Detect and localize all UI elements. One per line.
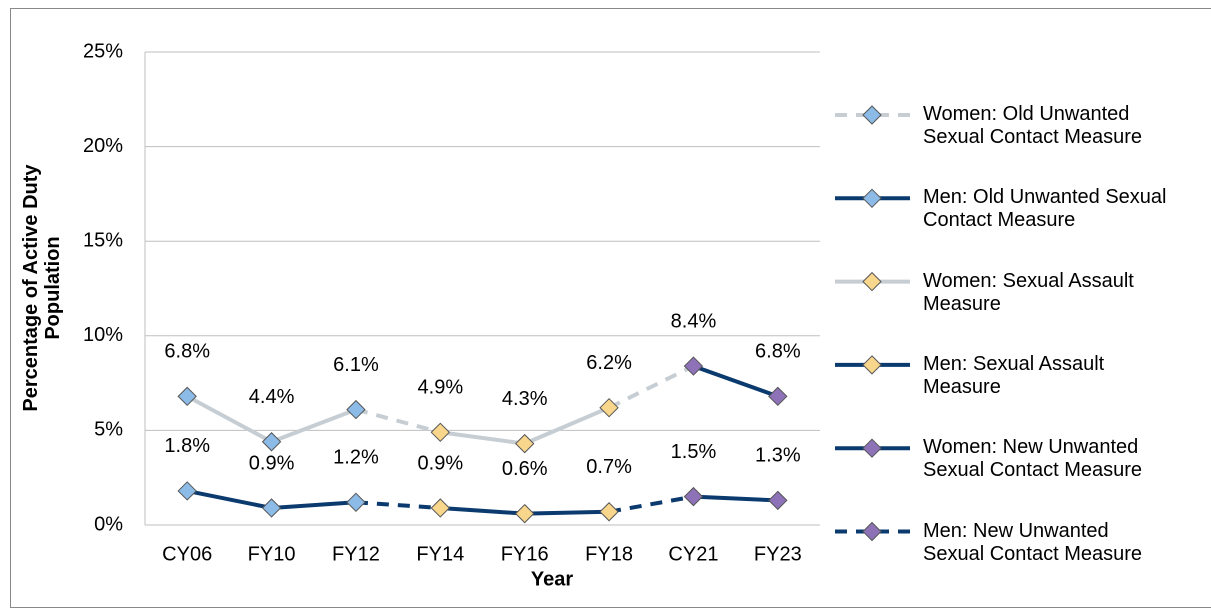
chart: Year 0% 5% 10% 15% 20% 25% CY06 FY10 FY12 FY14 FY1… [83, 40, 910, 590]
data-label: 1.5% [671, 441, 717, 463]
marker [862, 438, 882, 458]
marker [862, 521, 882, 542]
x-tick-label: FY23 [754, 543, 802, 565]
x-tick-label: CY06 [162, 543, 212, 565]
y-tick-label: 25% [83, 40, 123, 62]
data-label: 0.6% [502, 458, 548, 480]
marker [862, 188, 882, 209]
data-label: 1.8% [164, 435, 210, 457]
y-tick-label: 0% [94, 513, 123, 535]
marker [177, 481, 197, 501]
marker [768, 490, 788, 511]
data-label: 6.8% [755, 341, 801, 363]
series: 6.8% 4.4% 6.1% [164, 341, 379, 452]
y-axis-title: Percentage of Active Duty Population [20, 164, 64, 412]
data-label: 6.8% [164, 341, 210, 363]
data-label: 4.4% [249, 386, 295, 408]
marker [346, 399, 366, 420]
connector [355, 407, 441, 435]
series-line [693, 494, 778, 503]
marker [768, 386, 788, 407]
marker [599, 397, 619, 418]
marker [862, 271, 882, 292]
legend-label: Women: New Unwanted Sexual Contact Measu… [923, 436, 1143, 482]
connector [608, 364, 695, 410]
x-tick-label: CY21 [668, 543, 718, 565]
data-label: 1.2% [333, 447, 379, 469]
marker [862, 355, 882, 375]
marker [430, 498, 451, 518]
y-tick-label: 15% [83, 229, 123, 251]
x-axis-title: Year [531, 568, 573, 590]
data-label: 0.7% [586, 456, 632, 478]
y-tick-label: 20% [83, 135, 123, 157]
marker [430, 422, 451, 442]
x-tick-label: FY12 [332, 543, 380, 565]
y-tick-label: 5% [94, 419, 123, 441]
marker [261, 498, 282, 518]
marker [514, 503, 535, 524]
series: 8.4% 6.8% [671, 310, 801, 407]
marker [862, 105, 882, 125]
marker [599, 502, 619, 522]
marker [346, 492, 366, 513]
connector [355, 500, 441, 510]
connector [608, 494, 694, 514]
legend-label: Women: Sexual Assault Measure [923, 269, 1134, 315]
series: 4.9% 4.3% 6.2% [418, 352, 632, 454]
marker [683, 486, 704, 507]
x-tick-label: FY16 [501, 543, 549, 565]
marker [683, 356, 704, 376]
data-label: 4.3% [502, 388, 548, 410]
marker [514, 433, 535, 454]
x-tick-label: FY14 [416, 543, 464, 565]
legend-label: Men: New Unwanted Sexual Contact Measure [923, 519, 1143, 565]
data-label: 1.3% [755, 445, 801, 467]
data-label: 6.1% [333, 354, 379, 376]
legend-label: Men: Old Unwanted Sexual Contact Measure [923, 186, 1167, 232]
marker [261, 432, 282, 452]
marker [177, 386, 197, 407]
series: 0.9% 0.6% 0.7% [418, 452, 632, 524]
legend-label: Women: Old Unwanted Sexual Contact Measu… [923, 103, 1143, 148]
series: 1.5% 1.3% [671, 441, 801, 511]
x-tick-label: FY18 [585, 543, 633, 565]
y-tick-label: 10% [83, 324, 123, 346]
legend-label: Men: Sexual Assault Measure [923, 352, 1105, 398]
series-line [692, 364, 779, 399]
data-label: 8.4% [671, 310, 717, 332]
page: {"chart_data": {"type": "line", "y_label… [10, 8, 1211, 608]
data-label: 4.9% [418, 377, 464, 399]
data-label: 0.9% [418, 452, 464, 474]
x-tick-label: FY10 [248, 543, 296, 565]
data-label: 6.2% [586, 352, 632, 374]
data-label: 0.9% [249, 452, 295, 474]
series: 1.8% 0.9% 1.2% [164, 435, 379, 518]
